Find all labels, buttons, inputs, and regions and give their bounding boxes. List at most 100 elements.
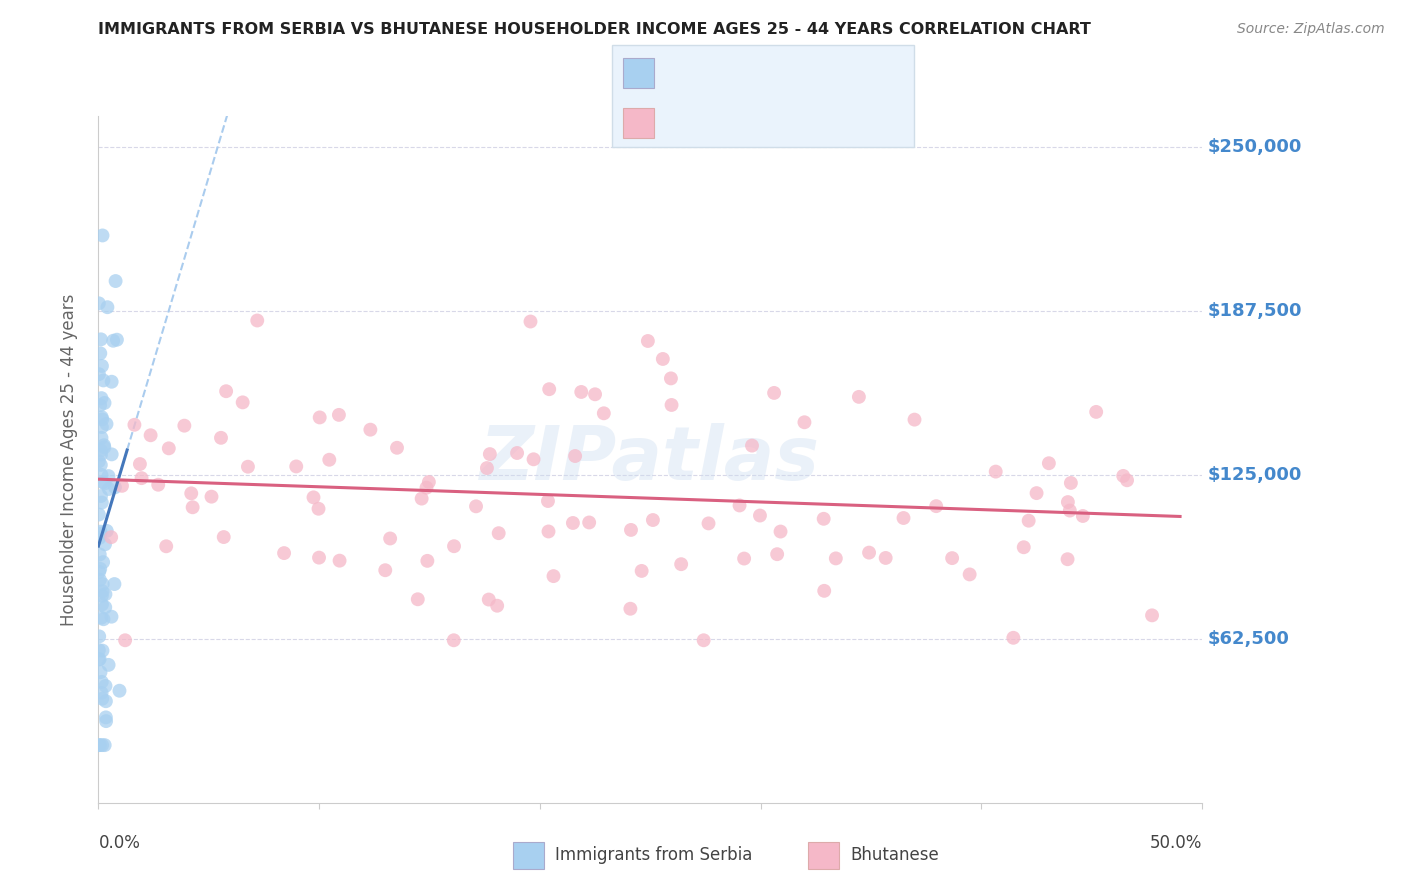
Point [465, 500, 488, 514]
Point [959, 567, 981, 582]
Point [486, 599, 509, 613]
Point [94, 679, 117, 693]
Point [561, 516, 583, 530]
Point [488, 526, 510, 541]
Point [697, 516, 720, 531]
Point [90, 489, 112, 503]
Text: ZIPatlas: ZIPatlas [481, 423, 820, 496]
Point [89, 531, 111, 545]
Point [91, 584, 114, 599]
Text: 0.0%: 0.0% [98, 834, 141, 852]
Point [813, 512, 835, 526]
Text: 75: 75 [806, 64, 828, 82]
Point [90, 391, 112, 405]
Point [538, 382, 561, 396]
Point [519, 314, 541, 328]
Point [100, 609, 122, 624]
Point [91, 598, 114, 612]
Text: -0.111: -0.111 [703, 64, 762, 82]
Point [90, 420, 112, 434]
Point [232, 395, 254, 409]
Point [90, 674, 112, 689]
Point [415, 481, 437, 495]
Point [90, 448, 112, 462]
Point [93, 440, 115, 454]
Point [637, 334, 659, 348]
Point [749, 508, 772, 523]
Point [94, 600, 117, 615]
Point [1025, 486, 1047, 500]
Point [893, 511, 915, 525]
Point [619, 601, 641, 615]
Point [875, 551, 897, 566]
Text: $62,500: $62,500 [1208, 630, 1289, 648]
Point [793, 415, 815, 429]
Point [104, 274, 127, 288]
Point [94, 587, 117, 601]
Point [741, 439, 763, 453]
Point [285, 459, 308, 474]
Text: Bhutanese: Bhutanese [851, 847, 939, 864]
Point [824, 551, 846, 566]
Point [139, 428, 162, 442]
Point [273, 546, 295, 560]
Point [89, 562, 111, 576]
Point [100, 530, 122, 544]
Point [1057, 495, 1080, 509]
Point [1060, 475, 1083, 490]
Point [91, 738, 114, 752]
Point [91, 643, 114, 657]
Point [1116, 473, 1139, 487]
Point [90, 458, 112, 472]
Point [180, 486, 202, 500]
Point [155, 539, 177, 553]
Point [93, 738, 115, 752]
Point [87, 508, 110, 522]
Point [91, 412, 114, 426]
Point [90, 686, 112, 700]
Point [728, 499, 751, 513]
Point [1140, 608, 1163, 623]
Point [359, 423, 381, 437]
Point [984, 465, 1007, 479]
Point [94, 710, 117, 724]
Point [569, 384, 592, 399]
Point [87, 454, 110, 468]
Point [592, 406, 614, 420]
Point [91, 228, 114, 243]
Text: N =: N = [770, 64, 807, 82]
Point [302, 491, 325, 505]
Point [578, 516, 600, 530]
Point [537, 494, 560, 508]
Point [1112, 469, 1135, 483]
Point [308, 550, 330, 565]
Point [443, 539, 465, 553]
Point [236, 459, 259, 474]
Point [148, 477, 170, 491]
Point [90, 410, 112, 425]
Point [374, 563, 396, 577]
Point [90, 495, 112, 509]
Point [100, 375, 122, 389]
Point [89, 565, 111, 579]
Point [1002, 631, 1025, 645]
Point [89, 524, 111, 539]
Text: IMMIGRANTS FROM SERBIA VS BHUTANESE HOUSEHOLDER INCOME AGES 25 - 44 YEARS CORREL: IMMIGRANTS FROM SERBIA VS BHUTANESE HOUS… [98, 22, 1091, 37]
Point [1085, 405, 1108, 419]
Point [93, 373, 115, 387]
Point [246, 313, 269, 327]
Point [91, 555, 114, 569]
Point [641, 513, 664, 527]
Point [108, 683, 131, 698]
Point [443, 633, 465, 648]
Point [1038, 456, 1060, 470]
Point [583, 387, 606, 401]
Point [91, 475, 114, 490]
Text: -0.212: -0.212 [703, 114, 762, 132]
Point [328, 408, 350, 422]
Point [478, 592, 501, 607]
Point [478, 447, 501, 461]
Text: $187,500: $187,500 [1208, 302, 1302, 320]
Point [90, 589, 112, 603]
Point [181, 500, 204, 515]
